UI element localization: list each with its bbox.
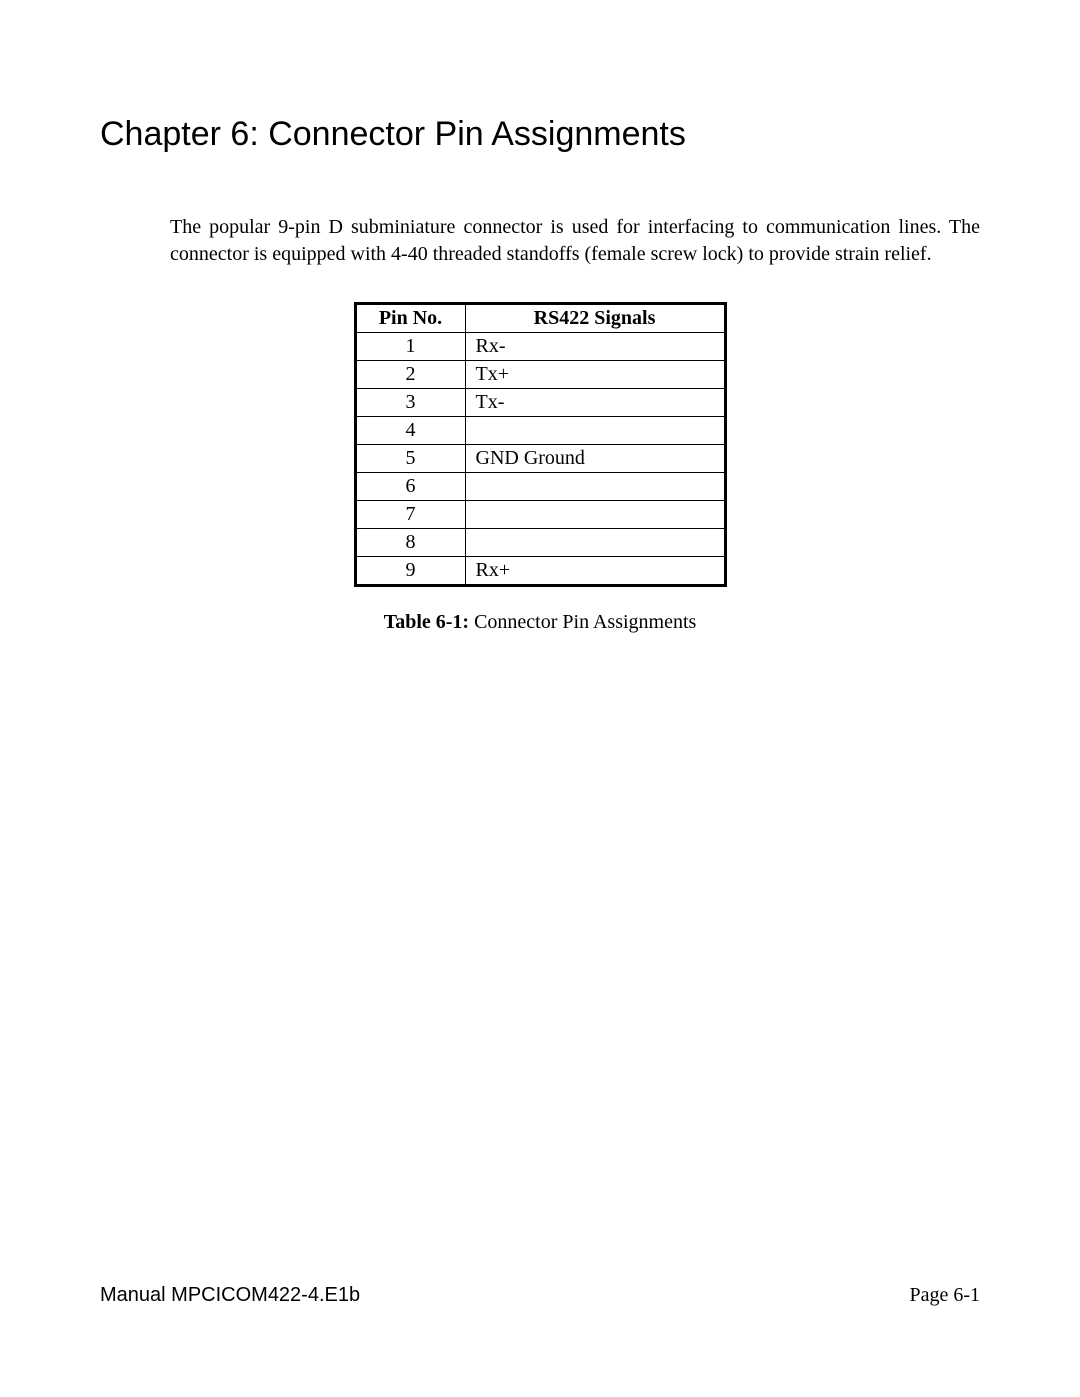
table-header-row: Pin No. RS422 Signals bbox=[355, 304, 725, 333]
table-row: 7 bbox=[355, 501, 725, 529]
signal-cell bbox=[465, 501, 725, 529]
table-row: 3 Tx- bbox=[355, 389, 725, 417]
pin-cell: 6 bbox=[355, 473, 465, 501]
signal-cell bbox=[465, 417, 725, 445]
signal-cell: GND Ground bbox=[465, 445, 725, 473]
table-caption: Table 6-1: Connector Pin Assignments bbox=[100, 611, 980, 634]
col-header-pin: Pin No. bbox=[355, 304, 465, 333]
pin-cell: 7 bbox=[355, 501, 465, 529]
footer-manual-id: Manual MPCICOM422-4.E1b bbox=[100, 1284, 360, 1307]
footer-page-number: Page 6-1 bbox=[909, 1284, 980, 1307]
table-row: 2 Tx+ bbox=[355, 361, 725, 389]
col-header-signal: RS422 Signals bbox=[465, 304, 725, 333]
pin-assignments-table: Pin No. RS422 Signals 1 Rx- 2 Tx+ 3 Tx- … bbox=[354, 302, 727, 587]
signal-cell bbox=[465, 473, 725, 501]
signal-cell: Tx+ bbox=[465, 361, 725, 389]
table-row: 9 Rx+ bbox=[355, 557, 725, 586]
page-footer: Manual MPCICOM422-4.E1b Page 6-1 bbox=[100, 1284, 980, 1307]
intro-paragraph: The popular 9-pin D subminiature connect… bbox=[170, 214, 980, 268]
pin-cell: 3 bbox=[355, 389, 465, 417]
table-row: 5 GND Ground bbox=[355, 445, 725, 473]
pin-cell: 8 bbox=[355, 529, 465, 557]
signal-cell: Tx- bbox=[465, 389, 725, 417]
table-row: 1 Rx- bbox=[355, 333, 725, 361]
signal-cell bbox=[465, 529, 725, 557]
chapter-title: Chapter 6: Connector Pin Assignments bbox=[100, 115, 980, 154]
signal-cell: Rx+ bbox=[465, 557, 725, 586]
table-row: 4 bbox=[355, 417, 725, 445]
pin-cell: 4 bbox=[355, 417, 465, 445]
table-row: 6 bbox=[355, 473, 725, 501]
pin-cell: 2 bbox=[355, 361, 465, 389]
signal-cell: Rx- bbox=[465, 333, 725, 361]
pin-cell: 5 bbox=[355, 445, 465, 473]
table-row: 8 bbox=[355, 529, 725, 557]
pin-cell: 9 bbox=[355, 557, 465, 586]
pin-cell: 1 bbox=[355, 333, 465, 361]
caption-text: Connector Pin Assignments bbox=[469, 611, 696, 633]
caption-label: Table 6-1: bbox=[384, 611, 469, 633]
